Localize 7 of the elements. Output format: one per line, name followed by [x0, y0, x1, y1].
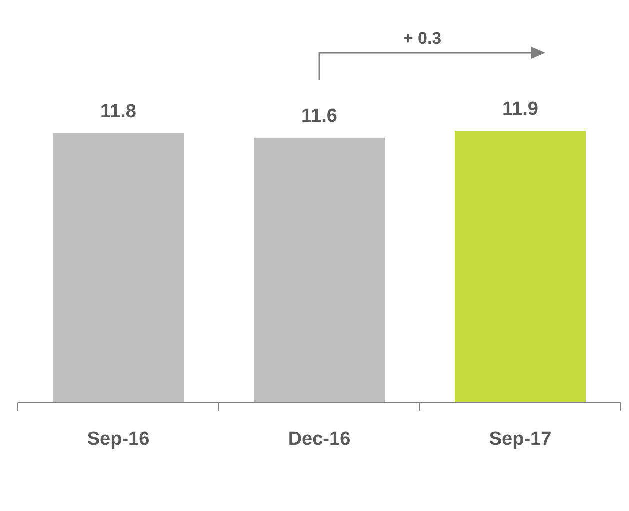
data-label: 11.8 — [100, 101, 136, 122]
x-tick-label: Sep-16 — [87, 429, 150, 450]
text: + 0.3 — [403, 29, 442, 48]
x-tick-label: Dec-16 — [288, 429, 351, 450]
data-label: 11.9 — [502, 99, 538, 120]
data-label: 11.6 — [302, 106, 338, 127]
x-tick-label: Sep-17 — [489, 429, 552, 450]
